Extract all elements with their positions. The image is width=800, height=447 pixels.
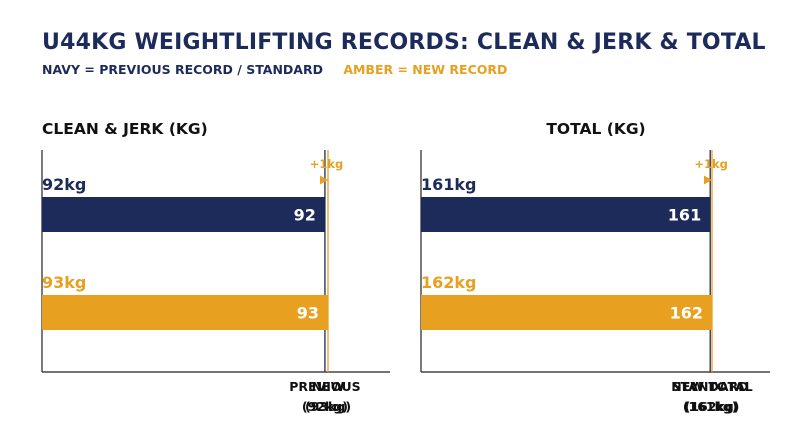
delta-annotation: +1kg	[310, 157, 344, 171]
bar-amber	[421, 295, 712, 330]
reference-label: PREVIOUS	[289, 379, 360, 394]
legend-amber: AMBER = NEW RECORD	[343, 62, 508, 77]
category-label: 92kg	[42, 175, 86, 194]
reference-label: STANDARD	[672, 379, 749, 394]
legend-navy: NAVY = PREVIOUS RECORD / STANDARD	[42, 62, 323, 77]
bar-amber	[42, 295, 328, 330]
delta-annotation: +1kg	[694, 157, 728, 171]
reference-value-label: (161kg)	[683, 399, 738, 414]
category-label: 93kg	[42, 273, 86, 292]
reference-value-label: (93kg)	[305, 399, 351, 414]
bar-value-label: 92	[294, 206, 316, 225]
category-label: 162kg	[421, 273, 477, 292]
delta-arrowhead	[320, 175, 328, 185]
chart-title: U44KG WEIGHTLIFTING RECORDS: CLEAN & JER…	[42, 30, 766, 55]
bar-value-label: 162	[670, 304, 703, 323]
panel-title: CLEAN & JERK (KG)	[42, 120, 208, 138]
reference-label: NEW TOTAL	[671, 379, 753, 394]
bar-value-label: 93	[297, 304, 319, 323]
reference-value-label: (92kg)	[302, 399, 348, 414]
delta-arrowhead	[704, 175, 712, 185]
category-label: 161kg	[421, 175, 477, 194]
bar-navy	[421, 197, 711, 232]
reference-value-label: (162kg)	[685, 399, 740, 414]
legend: NAVY = PREVIOUS RECORD / STANDARD AMBER …	[42, 62, 507, 77]
panel-title: TOTAL (KG)	[546, 120, 645, 138]
bar-value-label: 161	[668, 206, 701, 225]
reference-label: NEW	[312, 379, 345, 394]
bar-navy	[42, 197, 325, 232]
